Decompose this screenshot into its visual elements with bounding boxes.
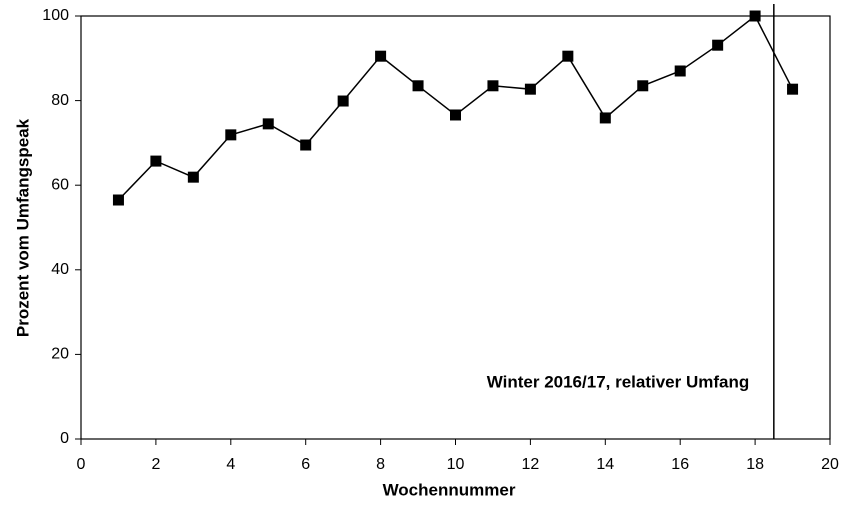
x-tick-label: 0 bbox=[77, 456, 86, 473]
x-tick-label: 4 bbox=[226, 456, 235, 473]
series-line bbox=[117, 14, 794, 201]
data-point bbox=[787, 83, 799, 95]
x-tick-label: 18 bbox=[746, 456, 764, 473]
data-point bbox=[337, 95, 349, 107]
data-point bbox=[712, 39, 724, 51]
x-tick-label: 20 bbox=[821, 456, 839, 473]
y-tick-label: 100 bbox=[42, 7, 69, 24]
data-point bbox=[112, 194, 124, 206]
annotation: Winter 2016/17, relativer Umfang bbox=[487, 372, 750, 391]
data-point bbox=[225, 129, 237, 141]
data-point bbox=[450, 109, 461, 121]
data-point bbox=[674, 65, 686, 77]
y-tick-label: 20 bbox=[51, 346, 69, 363]
data-point bbox=[524, 83, 536, 95]
data-point bbox=[749, 10, 761, 22]
y-axis-title: Prozent vom Umfangspeak bbox=[13, 118, 32, 337]
data-point bbox=[187, 171, 199, 183]
data-point bbox=[300, 139, 312, 151]
x-tick-label: 16 bbox=[671, 456, 689, 473]
y-tick-label: 40 bbox=[51, 261, 69, 278]
y-tick-label: 80 bbox=[51, 92, 69, 109]
data-point bbox=[599, 112, 611, 124]
data-point bbox=[150, 155, 162, 167]
data-point bbox=[637, 80, 649, 92]
x-tick-label: 2 bbox=[151, 456, 160, 473]
data-point bbox=[375, 50, 387, 62]
x-tick-label: 14 bbox=[596, 456, 614, 473]
x-tick-label: 8 bbox=[376, 456, 385, 473]
data-point bbox=[487, 80, 499, 92]
x-axis-title: Wochennummer bbox=[383, 480, 516, 499]
data-point bbox=[262, 118, 274, 130]
y-tick-label: 60 bbox=[51, 176, 69, 193]
x-tick-label: 6 bbox=[301, 456, 310, 473]
data-point bbox=[562, 50, 574, 62]
data-point bbox=[412, 80, 424, 92]
x-tick-label: 12 bbox=[522, 456, 540, 473]
x-tick-label: 10 bbox=[447, 456, 465, 473]
y-tick-label: 0 bbox=[60, 430, 69, 447]
